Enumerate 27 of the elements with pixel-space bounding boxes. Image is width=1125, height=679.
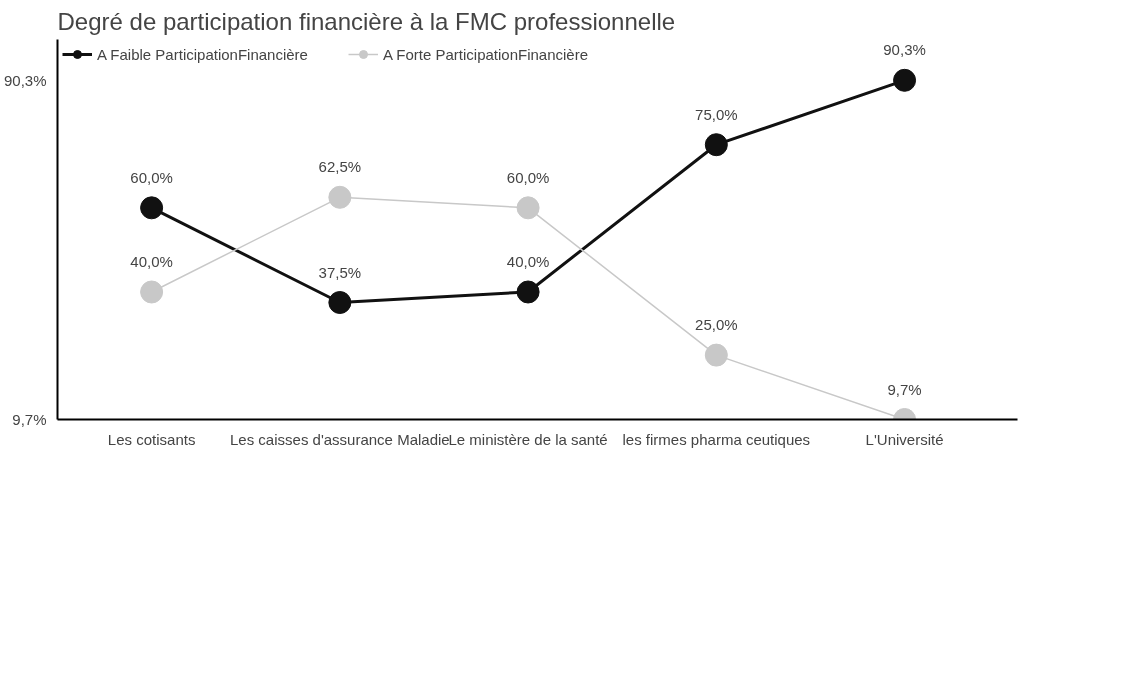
data-label: 40,0% [130, 252, 173, 270]
point [704, 343, 728, 367]
data-label: 62,5% [318, 158, 362, 176]
legend-label: A Faible ParticipationFinancière [97, 44, 308, 64]
x-tick-label: Le ministère de la santé [448, 430, 608, 448]
x-tick-label: les firmes pharma ceutiques [622, 430, 811, 448]
x-tick-label: Les caisses d'assurance Maladie [230, 430, 450, 448]
x-tick-label: L'Université [865, 430, 944, 448]
point [140, 280, 164, 304]
data-label: 60,0% [506, 168, 550, 186]
data-label: 75,0% [695, 105, 738, 123]
point [704, 133, 728, 157]
point [893, 68, 917, 92]
data-label: 90,3% [883, 41, 926, 59]
data-label: 25,0% [695, 316, 738, 334]
data-label: 37,5% [318, 263, 362, 281]
point [328, 291, 352, 314]
data-label: 40,0% [506, 252, 550, 270]
data-label: 9,7% [887, 380, 922, 398]
point [140, 196, 164, 220]
point [516, 196, 540, 220]
chart-title: Degré de participation financière à la FMC professionnelle [57, 7, 676, 35]
point [516, 280, 540, 304]
x-tick-label: Les cotisants [107, 430, 196, 448]
data-label: 60,0% [130, 168, 173, 186]
legend-label: A Forte ParticipationFinancière [382, 44, 589, 64]
point [328, 185, 352, 209]
